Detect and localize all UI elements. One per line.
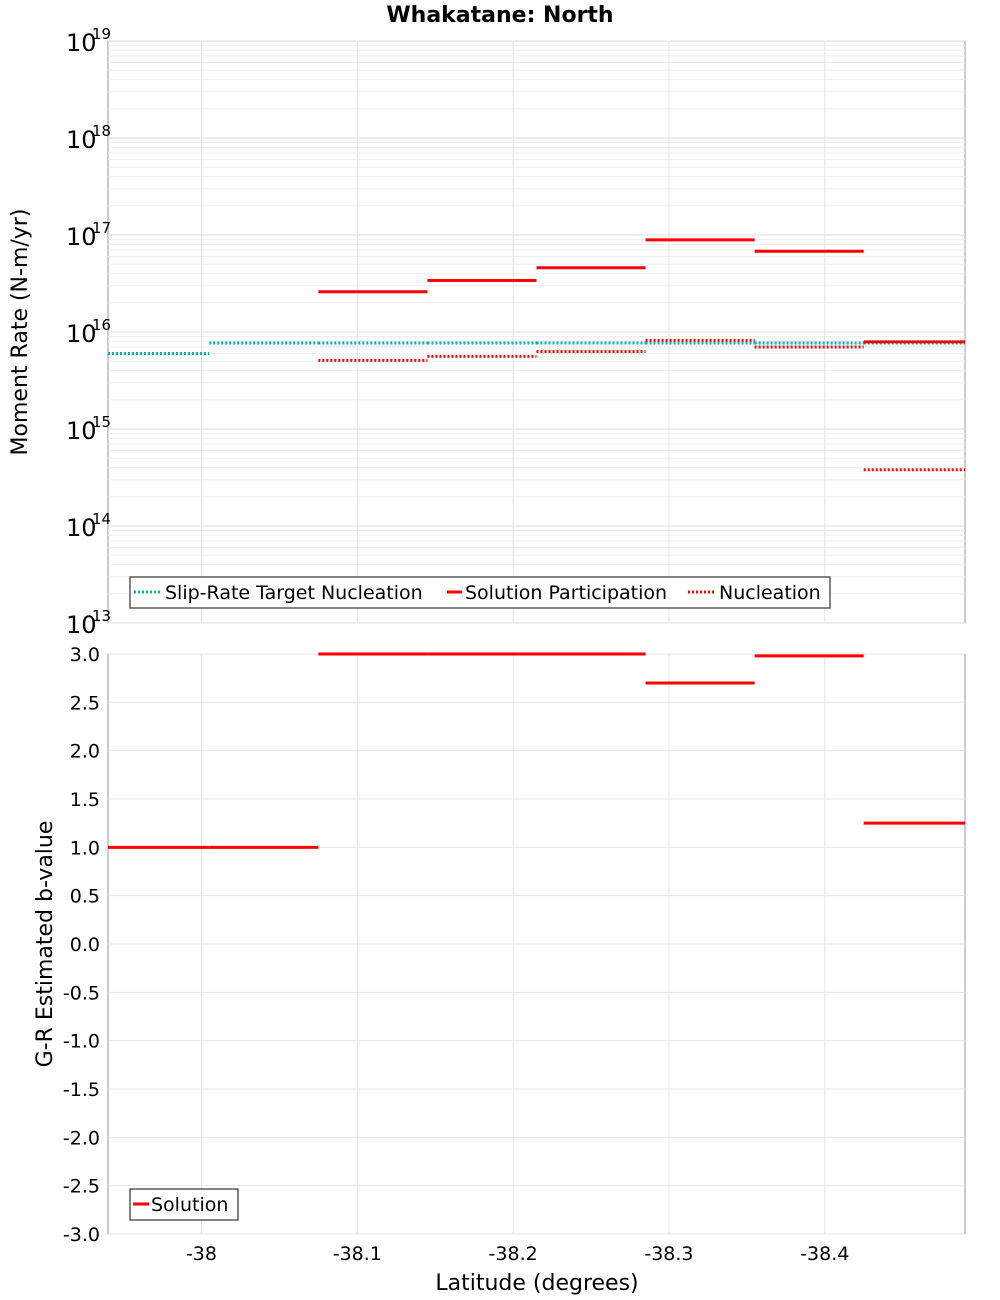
tick-base: 10: [66, 29, 97, 57]
bottom-y-tick-label: 2.5: [70, 692, 100, 714]
x-tick-labels: -38 -38.1 -38.2 -38.3 -38.4: [186, 1243, 849, 1265]
bottom-y-tick-label: -3.0: [63, 1224, 100, 1246]
tick-exponent: 18: [92, 122, 111, 140]
tick-base: 10: [66, 223, 97, 251]
tick-base: 10: [66, 611, 97, 639]
tick-exponent: 16: [92, 316, 111, 334]
bottom-y-tick-label: -2.5: [63, 1176, 100, 1198]
tick-base: 10: [66, 514, 97, 542]
bottom-y-tick-label: 0.5: [70, 886, 100, 908]
x-tick-label: -38.1: [333, 1243, 382, 1265]
tick-exponent: 19: [92, 25, 111, 43]
bottom-panel: 3.0 2.5 2.0 1.5 1.0 0.5 0.0 -0.5 -1.0 -1.5 -2.0 -2.…: [33, 644, 966, 1296]
bottom-y-axis-label: G-R Estimated b-value: [33, 821, 58, 1068]
legend-label-solution-participation: Solution Participation: [465, 582, 667, 604]
x-tick-label: -38.2: [489, 1243, 538, 1265]
bottom-y-tick-label: -2.0: [63, 1127, 100, 1149]
tick-exponent: 15: [92, 413, 111, 431]
tick-base: 10: [66, 126, 97, 154]
tick-base: 10: [66, 417, 97, 445]
bottom-y-tick-label: 1.0: [70, 837, 100, 859]
bottom-y-tick-label: 2.0: [70, 741, 100, 763]
x-axis-label: Latitude (degrees): [435, 1271, 638, 1296]
bottom-y-tick-labels: 3.0 2.5 2.0 1.5 1.0 0.5 0.0 -0.5 -1.0 -1.5 -2.0 -2.…: [63, 644, 100, 1246]
top-series-marks: [108, 238, 965, 472]
x-tick-label: -38.3: [644, 1243, 693, 1265]
x-tick-label: -38: [186, 1243, 217, 1265]
tick-exponent: 13: [92, 607, 111, 625]
bottom-y-tick-label: 0.0: [70, 934, 100, 956]
x-tick-label: -38.4: [800, 1243, 849, 1265]
tick-exponent: 14: [92, 510, 111, 528]
bottom-series-marks: [108, 652, 965, 849]
series-nucleation: [318, 338, 965, 472]
bottom-y-tick-label: -0.5: [63, 982, 100, 1004]
bottom-y-tick-label: 1.5: [70, 789, 100, 811]
legend-label-slip-rate: Slip-Rate Target Nucleation: [165, 582, 423, 604]
bottom-legend: Solution: [129, 1188, 239, 1221]
legend-label-nucleation: Nucleation: [719, 582, 821, 604]
bottom-y-tick-label: -1.5: [63, 1079, 100, 1101]
top-legend: Slip-Rate Target Nucleation Solution Par…: [129, 576, 831, 609]
bottom-y-tick-label: -1.0: [63, 1031, 100, 1053]
series-solution-participation: [318, 238, 965, 344]
tick-base: 10: [66, 320, 97, 348]
top-y-axis-label: Moment Rate (N-m/yr): [8, 209, 33, 456]
chart-title: Whakatane: North: [386, 3, 613, 28]
series-solution: [108, 652, 965, 849]
bottom-y-tick-label: 3.0: [70, 644, 100, 666]
legend-label-solution: Solution: [151, 1194, 228, 1216]
tick-exponent: 17: [92, 219, 111, 237]
